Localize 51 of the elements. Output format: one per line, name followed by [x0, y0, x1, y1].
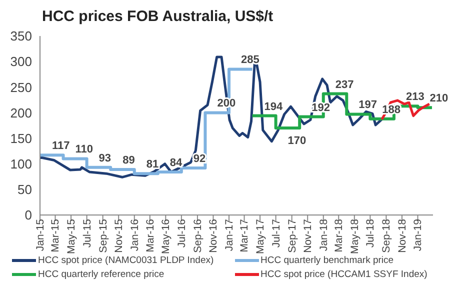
legend-label: HCC spot price (NAMC0031 PLDP Index)	[38, 255, 214, 266]
y-tick-label: 100	[10, 156, 32, 172]
x-tick-label: Sep-18	[380, 218, 393, 253]
x-tick-label: Jul-17	[270, 218, 282, 248]
data-label: 197	[358, 99, 378, 112]
data-label: 110	[75, 144, 94, 156]
x-tick-label: May-16	[160, 218, 172, 254]
x-tick-label: Mar-18	[333, 218, 346, 252]
legend-label: HCC spot price (HCCAM1 SSYF Index)	[260, 269, 428, 280]
x-tick-label: Jan-16	[128, 218, 141, 252]
x-tick-label: Nov-15	[113, 218, 126, 253]
x-tick-label: Mar-16	[144, 218, 156, 252]
x-tick-label: May-17	[254, 218, 266, 254]
y-tick-label: 150	[10, 130, 32, 146]
x-tick-label: May-15	[65, 218, 78, 254]
x-tick-label: Nov-16	[208, 218, 220, 253]
data-label: 210	[430, 92, 448, 105]
x-tick-label: Jul-18	[364, 218, 377, 248]
x-tick-label: Sep-15	[97, 218, 110, 253]
x-tick-label: Jul-15	[81, 218, 94, 248]
x-tick-label: Jan-17	[223, 218, 236, 252]
data-label: 84	[170, 157, 184, 170]
data-label: 117	[52, 140, 70, 152]
legend-label: HCC quarterly reference price	[38, 269, 164, 280]
x-tick-label: Nov-17	[302, 218, 314, 253]
line-series	[40, 54, 384, 178]
data-label: 89	[122, 154, 135, 166]
data-label: 93	[98, 152, 112, 164]
data-label: 237	[335, 78, 354, 91]
y-tick-label: 300	[10, 54, 32, 70]
x-tick-label: Mar-15	[50, 218, 62, 252]
chart-title: HCC prices FOB Australia, US$/t	[41, 7, 274, 27]
y-tick-label: 200	[10, 105, 32, 120]
data-label: 170	[288, 135, 306, 148]
x-tick-label: Sep-16	[192, 218, 204, 253]
x-tick-label: Jan-15	[34, 218, 46, 252]
data-label: 213	[406, 91, 424, 104]
y-tick-label: 50	[18, 182, 32, 198]
legend-label: HCC quarterly benchmark price	[260, 255, 394, 266]
x-tick-label: Nov-18	[396, 218, 408, 253]
x-tick-label: May-18	[348, 218, 361, 254]
x-tick-label: Jul-16	[176, 218, 188, 248]
y-tick-label: 0	[24, 208, 32, 223]
y-tick-label: 350	[10, 28, 32, 44]
x-tick-label: Sep-17	[286, 218, 298, 253]
data-label: 194	[264, 100, 284, 113]
data-label: 81	[146, 158, 159, 171]
x-tick-label: Jan-18	[318, 218, 330, 252]
x-tick-label: Jan-19	[412, 218, 424, 252]
x-tick-label: Mar-17	[238, 218, 251, 252]
y-tick-label: 250	[10, 80, 32, 95]
